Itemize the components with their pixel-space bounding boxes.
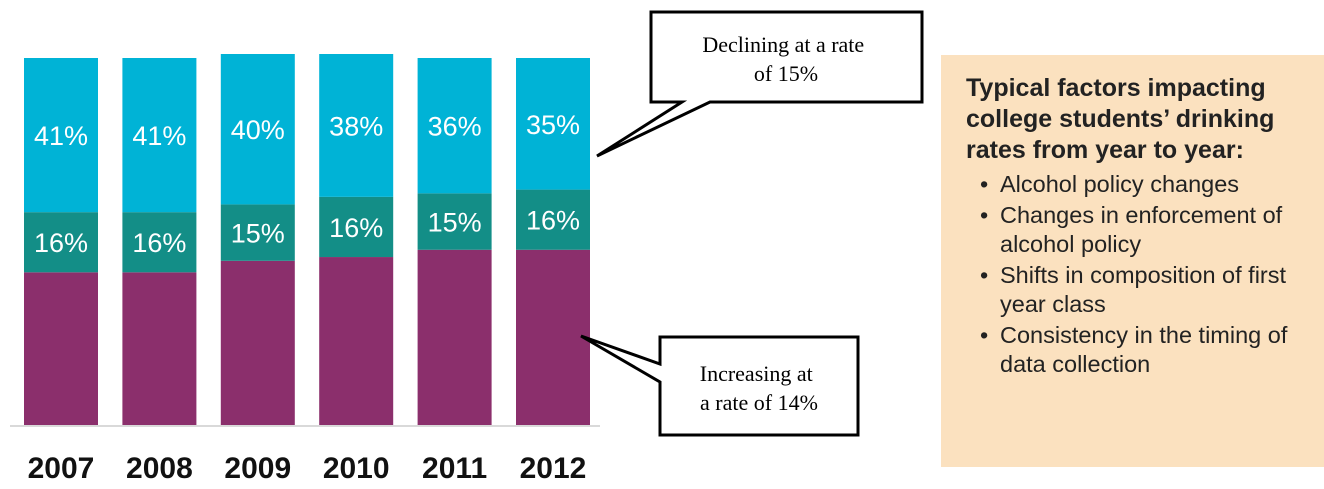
factor-item: • Shifts in composition of first year cla… (978, 261, 1318, 319)
callout-declining: Declining at a rate of 15% (596, 10, 924, 158)
callout-increasing-text: Increasing at a rate of 14% (700, 361, 819, 415)
year-label: 2007 (28, 452, 95, 485)
bar-segment-bottom (516, 249, 590, 426)
bar-label-middle: 15% (231, 219, 285, 249)
bar-segment-middle (220, 204, 295, 261)
bar-segment-middle (516, 189, 590, 250)
bullet-icon: • (980, 202, 989, 228)
callout-increasing-bubble (580, 334, 860, 437)
bars-group: 41% 16% 41% 16% 40% 15% 38% 16% 36% 15% 35% 16% (24, 54, 590, 426)
bar-label-middle: 16% (526, 206, 580, 236)
bar-label-top: 40% (231, 115, 285, 145)
bar-segment-middle (24, 212, 98, 273)
callout-increasing: Increasing at a rate of 14% (580, 334, 860, 437)
factor-text: Consistency in the timing of data collec… (1000, 322, 1288, 377)
bar-segment-top (122, 58, 197, 213)
bar-label-middle: 16% (329, 213, 383, 243)
factor-item: • Alcohol policy changes (978, 170, 1318, 199)
bar-segment-top (24, 58, 98, 213)
bar-label-middle: 16% (34, 228, 88, 258)
bullet-icon: • (980, 262, 989, 288)
bar-label-top: 41% (132, 121, 186, 151)
year-label: 2009 (224, 452, 291, 485)
bar-segment-bottom (220, 260, 295, 426)
factor-text: Shifts in composition of first year clas… (1000, 262, 1287, 317)
year-label: 2012 (520, 452, 587, 485)
year-labels: 2007 2008 2009 2010 2011 2012 (28, 452, 587, 485)
factor-text: Alcohol policy changes (1000, 171, 1240, 197)
bar-segment-top (220, 54, 295, 205)
bar-label-top: 35% (526, 110, 580, 140)
bar-label-middle: 16% (132, 228, 186, 258)
bar-segment-top (417, 58, 492, 194)
bar-segment-bottom (319, 257, 394, 426)
bar-label-middle: 15% (428, 208, 482, 238)
year-label: 2011 (422, 452, 487, 485)
factors-title: Typical factors impacting college studen… (966, 74, 1275, 164)
callout-declining-text: Declining at a rate of 15% (702, 32, 869, 86)
bar-segment-middle (122, 212, 197, 273)
bar-label-top: 36% (428, 112, 482, 142)
callout-declining-bubble (596, 10, 924, 158)
bar-label-top: 41% (34, 121, 88, 151)
factor-item: • Consistency in the timing of data colle… (978, 321, 1318, 379)
bar-segment-middle (417, 193, 492, 250)
factors-panel: Typical factors impacting college studen… (941, 55, 1324, 467)
bar-segment-bottom (122, 272, 197, 426)
bar-segment-middle (319, 196, 394, 258)
bar-segment-bottom (24, 272, 98, 426)
bar-segment-top (516, 58, 590, 190)
factor-text: Changes in enforcement of alcohol policy (1000, 202, 1283, 257)
bullet-icon: • (980, 171, 989, 197)
bar-segment-bottom (417, 249, 492, 426)
year-label: 2008 (126, 452, 193, 485)
factors-list: • Alcohol policy changes • Changes in enfo… (966, 170, 1318, 379)
bullet-icon: • (980, 322, 989, 348)
bar-label-top: 38% (329, 111, 383, 141)
year-label: 2010 (323, 452, 390, 485)
bar-segment-top (319, 54, 394, 197)
factor-item: • Changes in enforcement of alcohol polic… (978, 201, 1318, 259)
